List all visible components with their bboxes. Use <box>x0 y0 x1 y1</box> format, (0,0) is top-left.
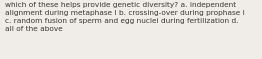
Text: which of these helps provide genetic diversity? a. independent
alignment during : which of these helps provide genetic div… <box>5 2 245 33</box>
